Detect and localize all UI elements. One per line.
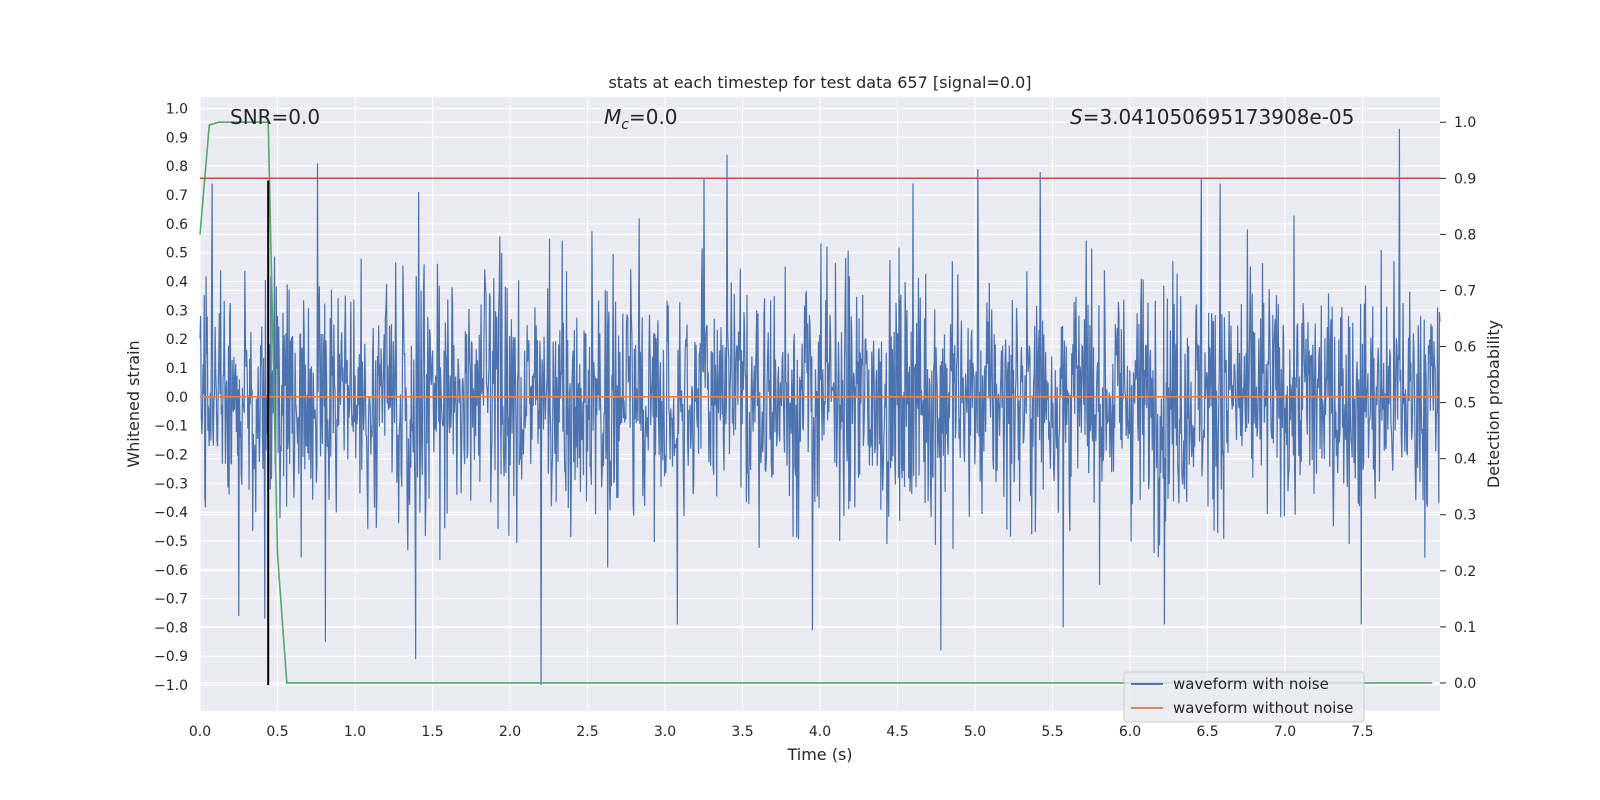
- right-tick-label: 0.5: [1454, 396, 1476, 412]
- right-tick-label: 0.2: [1454, 564, 1476, 580]
- y-tick-label: −0.2: [154, 447, 188, 463]
- x-tick-label: 5.0: [964, 724, 986, 740]
- detection-probability-line: [199, 121, 1433, 684]
- waveform-with-noise-line: [199, 128, 1441, 686]
- chirp-mass-subscript: c: [621, 117, 629, 133]
- y-tick-label: 0.7: [166, 188, 188, 204]
- y-tick-label: −0.3: [154, 476, 188, 492]
- s-annotation: S=3.041050695173908e-05: [1070, 105, 1354, 129]
- series-layer: [199, 121, 1441, 686]
- y-tick-label: 1.0: [166, 102, 188, 118]
- tick-layer: 0.0 0.5 1.0 1.5 2.0 2.5 3.0 3.5 4.0 4.5 5.0 5.5 6.0 6…: [154, 102, 1476, 740]
- s-value: =3.041050695173908e-05: [1083, 105, 1355, 129]
- chirp-mass-value: =0.0: [629, 105, 678, 129]
- x-tick-label: 3.0: [654, 724, 676, 740]
- x-tick-label: 6.0: [1119, 724, 1141, 740]
- y-tick-label: −0.4: [154, 505, 188, 521]
- y-tick-label: −0.1: [154, 419, 188, 435]
- y-tick-label: 0.2: [166, 332, 188, 348]
- x-tick-label: 7.5: [1351, 724, 1373, 740]
- y-axis-label-right: Detection probability: [1484, 320, 1503, 488]
- x-tick-label: 6.5: [1196, 724, 1218, 740]
- x-axis-label: Time (s): [786, 745, 852, 764]
- y-tick-label: 0.0: [166, 390, 188, 406]
- legend-label-noise: waveform with noise: [1173, 675, 1329, 693]
- chirp-mass-symbol: M: [604, 105, 621, 129]
- y-tick-label: −0.5: [154, 534, 188, 550]
- y-tick-label: −0.6: [154, 563, 188, 579]
- right-tick-label: 0.0: [1454, 676, 1476, 692]
- y-tick-label: 0.9: [166, 130, 188, 146]
- y-tick-label: −0.8: [154, 620, 188, 636]
- y-tick-label: 0.8: [166, 159, 188, 175]
- right-tick-label: 0.6: [1454, 340, 1476, 356]
- right-tick-label: 0.9: [1454, 171, 1476, 187]
- legend: waveform with noise waveform without noi…: [1123, 671, 1365, 723]
- chart-title: stats at each timestep for test data 657…: [608, 73, 1031, 92]
- x-tick-label: 2.0: [499, 724, 521, 740]
- x-tick-label: 7.0: [1274, 724, 1296, 740]
- y-tick-label: 0.4: [166, 274, 188, 290]
- x-tick-label: 0.5: [266, 724, 288, 740]
- x-tick-label: 4.0: [809, 724, 831, 740]
- x-tick-label: 3.5: [731, 724, 753, 740]
- y-tick-label: −0.7: [154, 592, 188, 608]
- y-tick-label: 0.6: [166, 217, 188, 233]
- s-symbol: S: [1070, 105, 1083, 129]
- chirp-mass-annotation: Mc=0.0: [604, 105, 678, 133]
- right-tick-label: 0.7: [1454, 283, 1476, 299]
- y-tick-label: 0.5: [166, 246, 188, 262]
- x-tick-label: 2.5: [576, 724, 598, 740]
- right-tick-label: 0.4: [1454, 452, 1476, 468]
- right-tick-label: 0.3: [1454, 508, 1476, 524]
- y-tick-label: −0.9: [154, 649, 188, 665]
- legend-label-clean: waveform without noise: [1173, 699, 1353, 717]
- x-tick-label: 0.0: [189, 724, 211, 740]
- right-tick-label: 0.1: [1454, 620, 1476, 636]
- right-tick-label: 1.0: [1454, 115, 1476, 131]
- x-tick-label: 1.5: [421, 724, 443, 740]
- legend-box: [1123, 671, 1365, 723]
- y-tick-label: 0.3: [166, 303, 188, 319]
- y-tick-label: 0.1: [166, 361, 188, 377]
- x-tick-label: 1.0: [344, 724, 366, 740]
- y-tick-label: −1.0: [154, 678, 188, 694]
- y-axis-label: Whitened strain: [124, 340, 143, 467]
- snr-annotation: SNR=0.0: [230, 105, 320, 129]
- right-tick-label: 0.8: [1454, 227, 1476, 243]
- x-tick-label: 4.5: [886, 724, 908, 740]
- x-tick-label: 5.5: [1041, 724, 1063, 740]
